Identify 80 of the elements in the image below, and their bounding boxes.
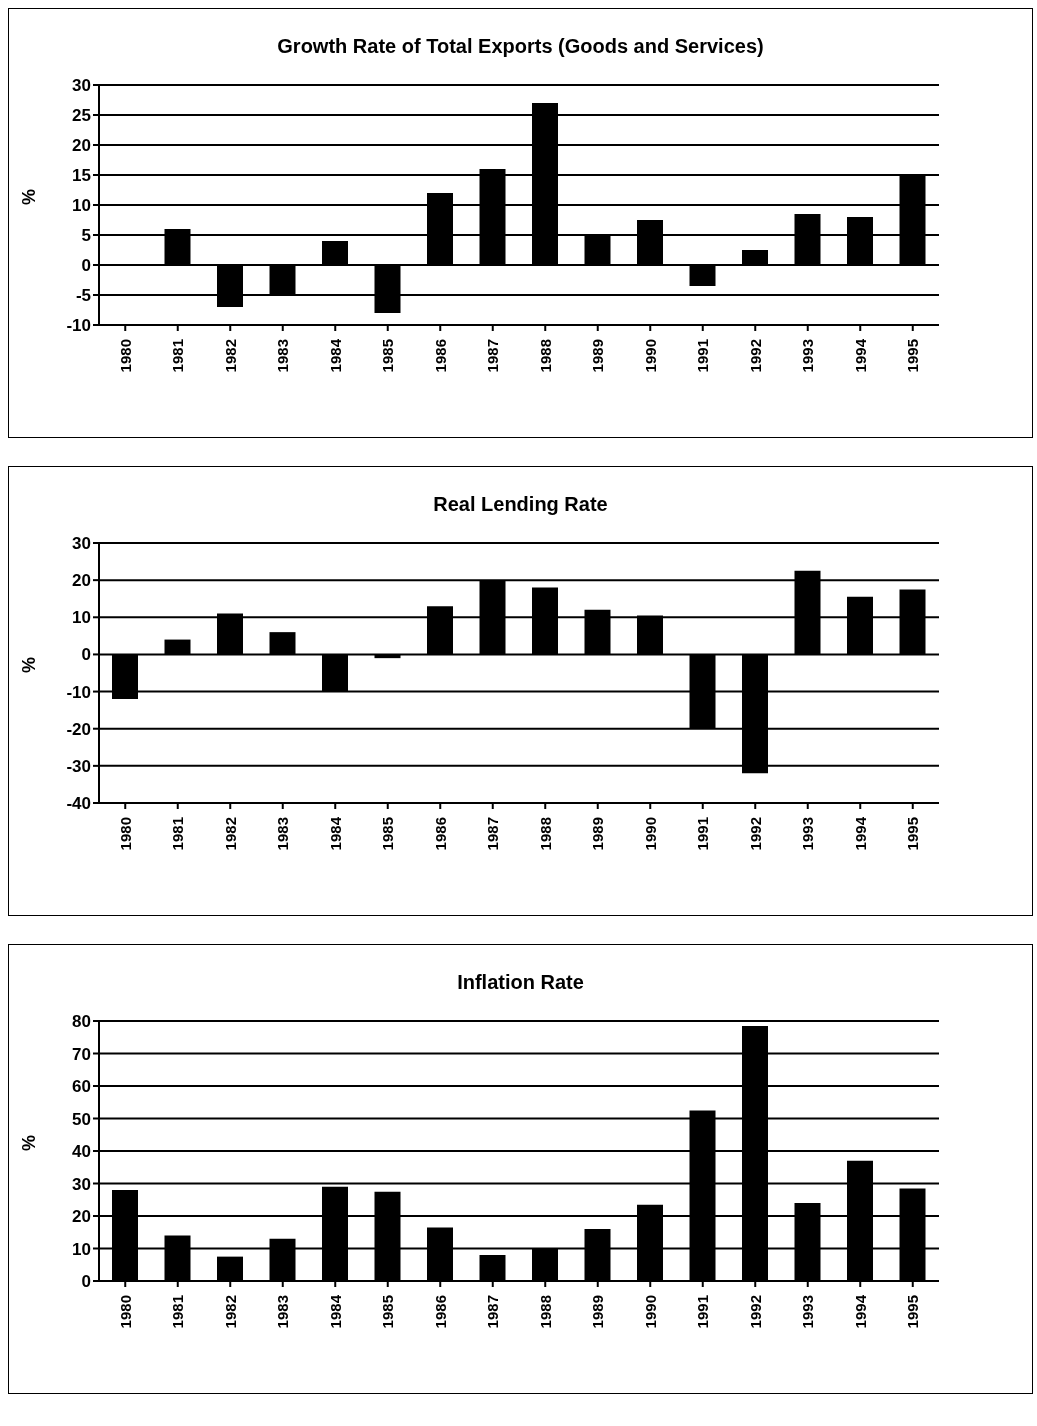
chart-title: Growth Rate of Total Exports (Goods and Services) bbox=[276, 35, 765, 59]
x-tick-label: 1984 bbox=[326, 816, 344, 851]
x-tick-label: 1987 bbox=[484, 817, 502, 851]
x-tick-label: 1994 bbox=[851, 1294, 869, 1329]
y-tick-label: 10 bbox=[72, 196, 91, 216]
chart-title: Inflation Rate bbox=[456, 971, 585, 995]
y-tick-label: 10 bbox=[72, 1239, 91, 1259]
chart-title: Real Lending Rate bbox=[432, 493, 609, 517]
x-tick-label: 1989 bbox=[589, 817, 607, 851]
x-tick-label: 1991 bbox=[694, 817, 712, 851]
y-tick-label: -20 bbox=[66, 719, 91, 739]
x-tick-label: 1991 bbox=[694, 339, 712, 373]
y-tick-label: 0 bbox=[81, 1272, 91, 1292]
y-tick-label: 25 bbox=[72, 106, 91, 126]
x-tick-label: 1992 bbox=[746, 817, 764, 851]
x-tick-label: 1992 bbox=[746, 1295, 764, 1329]
x-tick-label: 1993 bbox=[799, 339, 817, 373]
x-tick-label: 1988 bbox=[536, 1295, 554, 1329]
x-tick-label: 1988 bbox=[536, 817, 554, 851]
y-tick-label: 0 bbox=[81, 256, 91, 276]
x-tick-label: 1992 bbox=[746, 339, 764, 373]
x-tick-label: 1995 bbox=[904, 339, 922, 373]
y-axis-title: % bbox=[19, 1134, 40, 1151]
x-tick-label: 1995 bbox=[904, 817, 922, 851]
x-tick-label: 1984 bbox=[326, 338, 344, 373]
y-tick-label: -30 bbox=[66, 756, 91, 776]
y-tick-label: 60 bbox=[72, 1077, 91, 1097]
x-tick-label: 1995 bbox=[904, 1295, 922, 1329]
x-tick-label: 1981 bbox=[169, 1295, 187, 1329]
x-tick-label: 1982 bbox=[221, 339, 239, 373]
x-tick-label: 1983 bbox=[274, 817, 292, 851]
y-tick-label: 80 bbox=[72, 1012, 91, 1032]
y-tick-label: -10 bbox=[66, 316, 91, 336]
x-tick-label: 1981 bbox=[169, 339, 187, 373]
y-tick-label: -5 bbox=[75, 286, 91, 306]
x-tick-label: 1985 bbox=[379, 817, 397, 851]
y-tick-label: 20 bbox=[72, 571, 91, 591]
x-tick-label: 1986 bbox=[431, 339, 449, 373]
y-tick-label: 20 bbox=[72, 1207, 91, 1227]
x-tick-label: 1990 bbox=[641, 817, 659, 851]
y-tick-label: 30 bbox=[72, 1174, 91, 1194]
y-tick-label: 15 bbox=[72, 166, 91, 186]
x-tick-label: 1982 bbox=[221, 1295, 239, 1329]
x-tick-label: 1987 bbox=[484, 339, 502, 373]
x-tick-label: 1980 bbox=[116, 817, 134, 851]
y-tick-label: 10 bbox=[72, 608, 91, 628]
x-tick-label: 1994 bbox=[851, 816, 869, 851]
y-axis-title: % bbox=[19, 656, 40, 673]
x-tick-label: 1990 bbox=[641, 1295, 659, 1329]
x-tick-label: 1983 bbox=[274, 339, 292, 373]
x-tick-label: 1989 bbox=[589, 1295, 607, 1329]
x-tick-label: 1988 bbox=[536, 339, 554, 373]
y-tick-label: 30 bbox=[72, 76, 91, 96]
x-tick-label: 1987 bbox=[484, 1295, 502, 1329]
x-tick-label: 1983 bbox=[274, 1295, 292, 1329]
y-tick-label: -40 bbox=[66, 794, 91, 814]
y-tick-label: 50 bbox=[72, 1109, 91, 1129]
x-tick-label: 1990 bbox=[641, 339, 659, 373]
y-tick-label: 70 bbox=[72, 1044, 91, 1064]
x-tick-label: 1980 bbox=[116, 339, 134, 373]
y-tick-label: -10 bbox=[66, 682, 91, 702]
x-tick-label: 1982 bbox=[221, 817, 239, 851]
x-tick-label: 1991 bbox=[694, 1295, 712, 1329]
y-tick-label: 20 bbox=[72, 136, 91, 156]
y-tick-label: 30 bbox=[72, 534, 91, 554]
x-tick-label: 1985 bbox=[379, 339, 397, 373]
x-tick-label: 1993 bbox=[799, 1295, 817, 1329]
x-tick-label: 1981 bbox=[169, 817, 187, 851]
y-tick-label: 5 bbox=[81, 226, 91, 246]
y-tick-label: 40 bbox=[72, 1142, 91, 1162]
y-tick-label: 0 bbox=[81, 645, 91, 665]
x-tick-label: 1984 bbox=[326, 1294, 344, 1329]
x-tick-label: 1985 bbox=[379, 1295, 397, 1329]
x-tick-label: 1989 bbox=[589, 339, 607, 373]
x-tick-label: 1993 bbox=[799, 817, 817, 851]
x-tick-label: 1986 bbox=[431, 1295, 449, 1329]
x-tick-label: 1980 bbox=[116, 1295, 134, 1329]
x-tick-label: 1986 bbox=[431, 817, 449, 851]
y-axis-title: % bbox=[19, 188, 40, 205]
x-tick-label: 1994 bbox=[851, 338, 869, 373]
